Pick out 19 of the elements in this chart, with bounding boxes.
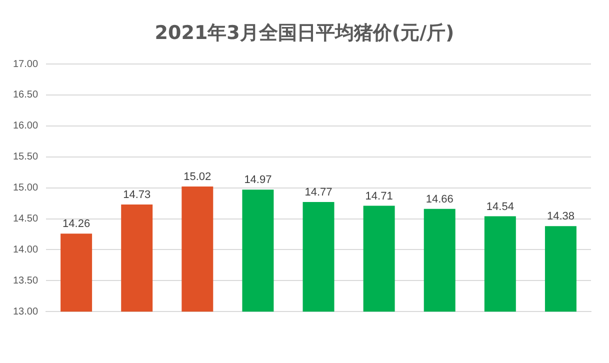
data-label: 14.66 [426, 193, 454, 206]
y-tick-label: 15.00 [12, 182, 38, 194]
y-tick-label: 15.50 [12, 152, 38, 163]
y-tick-label: 14.00 [12, 244, 38, 256]
y-tick-label: 16.50 [12, 90, 38, 101]
y-tick-label: 13.50 [12, 275, 38, 286]
data-label: 14.77 [304, 186, 332, 199]
chart-title: 2021年3月全国日平均猪价(元/斤) [154, 21, 456, 46]
data-label: 14.97 [244, 174, 272, 186]
y-tick-label: 14.50 [12, 214, 38, 224]
y-tick-label: 17.00 [12, 58, 38, 70]
y-tick-label: 13.00 [12, 306, 38, 318]
data-label: 14.73 [123, 189, 151, 202]
data-label: 14.71 [365, 190, 393, 202]
data-label: 14.54 [486, 200, 514, 213]
y-tick-label: 16.00 [12, 120, 38, 132]
data-label: 14.38 [546, 210, 574, 223]
data-label: 15.02 [184, 171, 212, 184]
data-label: 14.26 [62, 218, 90, 230]
